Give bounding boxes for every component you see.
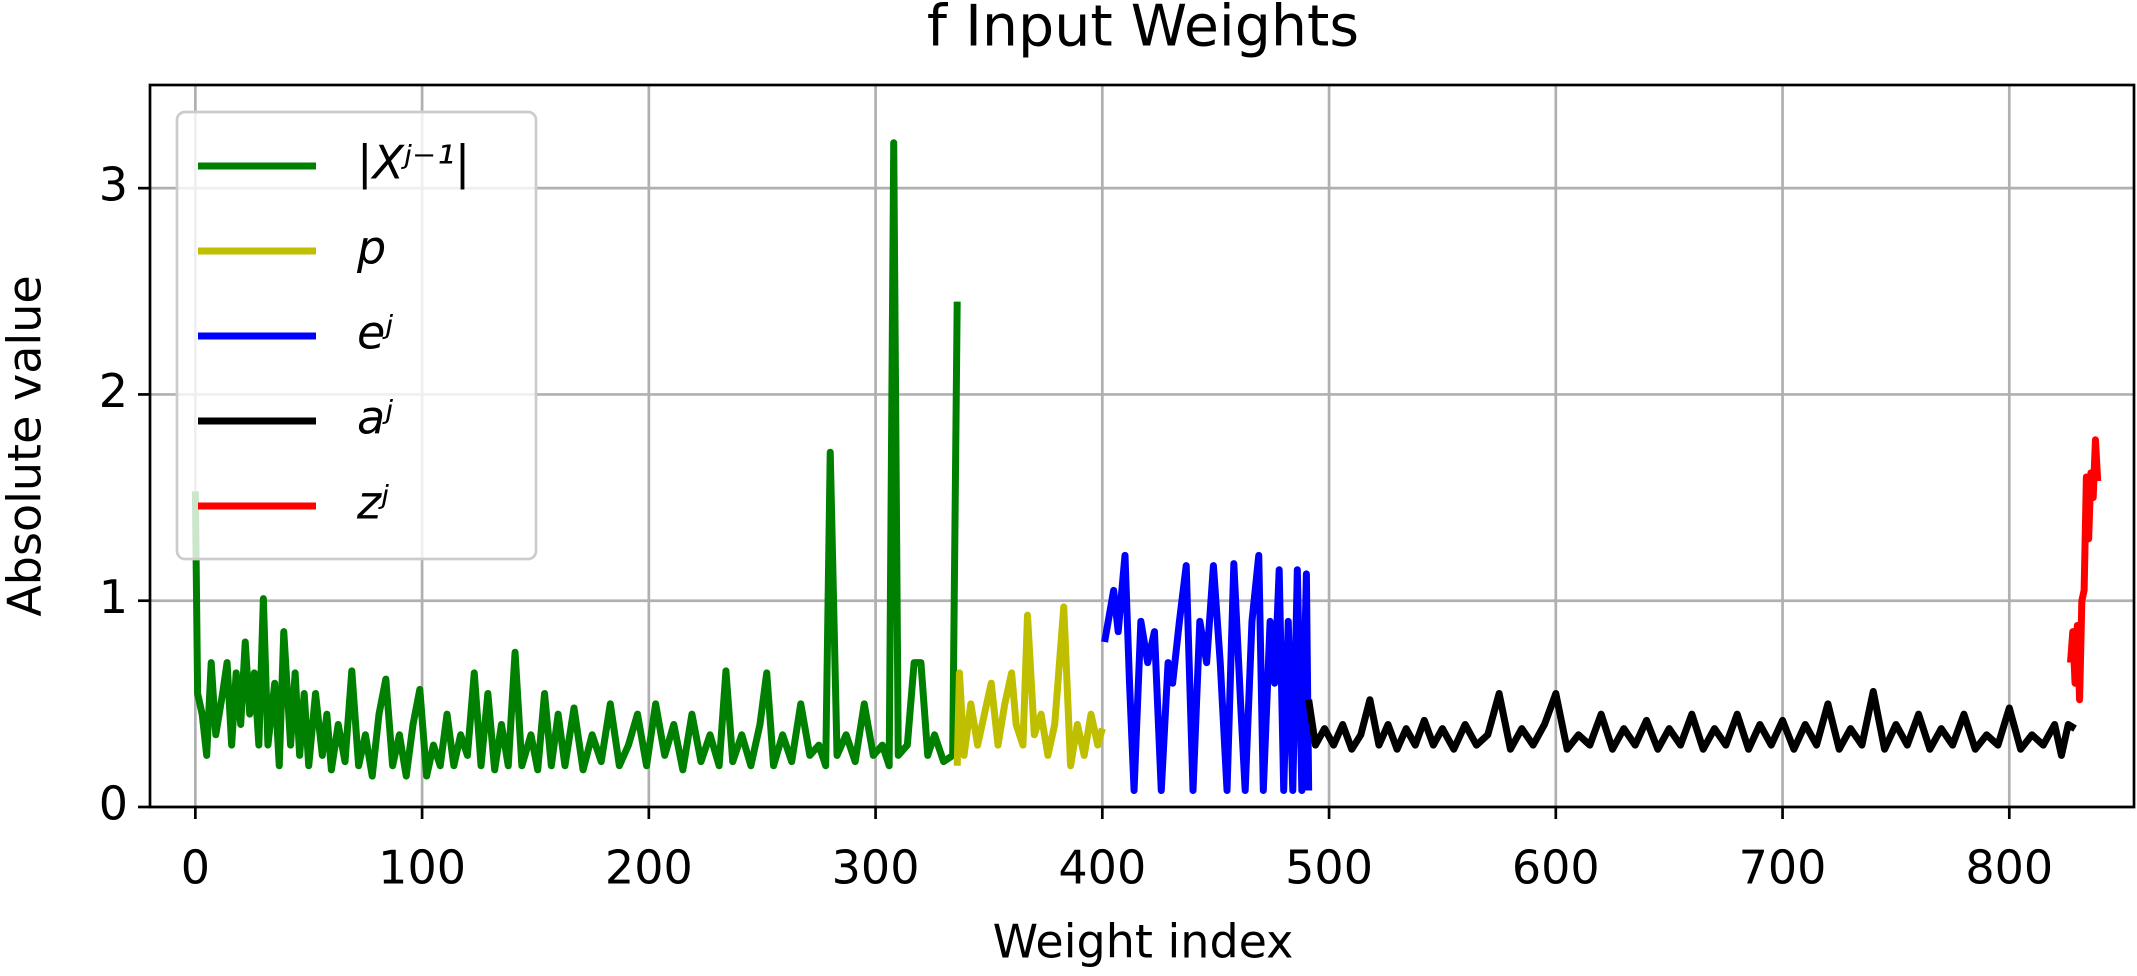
legend-label: zʲ (356, 476, 389, 530)
x-axis-label: Weight index (993, 915, 1294, 969)
y-tick-label: 3 (99, 158, 128, 212)
y-tick-label: 1 (99, 570, 128, 624)
y-tick-label: 2 (99, 364, 128, 418)
legend-box (175, 110, 538, 561)
x-tick-label: 600 (1512, 841, 1600, 895)
x-tick-label: 200 (605, 841, 693, 895)
legend: |Xʲ⁻¹| p eʲ aʲ zʲ (175, 110, 538, 561)
series-line (1101, 551, 1313, 794)
legend-label: |Xʲ⁻¹| (357, 136, 470, 191)
y-tick-label: 0 (99, 777, 128, 831)
legend-label: p (356, 221, 386, 275)
x-tick-label: 400 (1058, 841, 1146, 895)
series-line (2067, 436, 2102, 704)
plot-frame (148, 83, 2136, 809)
legend-label: eʲ (357, 306, 393, 360)
x-tick-label: 300 (832, 841, 920, 895)
series-line (191, 139, 961, 780)
legend-label: aʲ (357, 391, 393, 445)
series-line (953, 603, 1106, 770)
x-tick-label: 700 (1739, 841, 1827, 895)
x-tick-label: 800 (1965, 841, 2053, 895)
chart-title: f Input Weights (927, 0, 1359, 60)
series-line (1305, 687, 2077, 759)
y-axis-label: Absolute value (0, 275, 52, 616)
x-tick-label: 500 (1285, 841, 1373, 895)
x-tick-label: 0 (181, 841, 210, 895)
x-tick-label: 100 (378, 841, 466, 895)
